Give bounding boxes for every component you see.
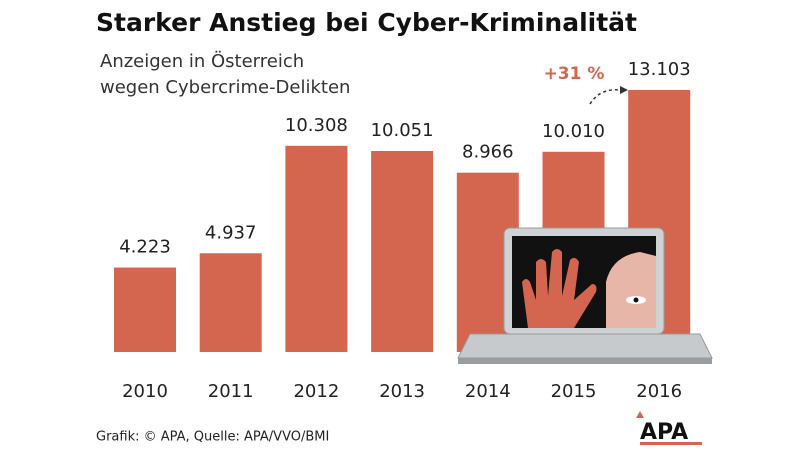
pupil — [633, 297, 639, 303]
x-tick-label: 2012 — [293, 381, 339, 402]
value-label: 8.966 — [462, 142, 514, 163]
value-label: 4.937 — [205, 222, 257, 243]
value-label: 4.223 — [119, 237, 171, 258]
logo: APA — [640, 420, 688, 445]
x-tick-label: 2016 — [636, 381, 682, 402]
bar — [285, 145, 348, 352]
annotation-arrow — [589, 89, 621, 105]
x-tick-label: 2013 — [379, 381, 425, 402]
x-tick-label: 2011 — [208, 381, 254, 402]
face — [606, 252, 656, 328]
bar — [114, 267, 176, 352]
x-tick-label: 2010 — [122, 381, 168, 402]
value-label: 10.051 — [371, 120, 434, 141]
subtitle-line: Anzeigen in Österreich — [100, 50, 304, 72]
bar — [199, 253, 262, 352]
laptop-base — [457, 333, 713, 359]
x-tick-label: 2014 — [465, 381, 511, 402]
laptop-illustration — [457, 227, 713, 364]
bar — [371, 150, 434, 352]
laptop-edge — [458, 358, 712, 364]
value-label: 10.308 — [285, 115, 348, 136]
logo-underline — [640, 442, 702, 445]
arrow-head — [620, 86, 628, 94]
chart-title: Starker Anstieg bei Cyber-Kriminalität — [96, 8, 637, 37]
hand — [522, 249, 597, 328]
source: Grafik: © APA, Quelle: APA/VVO/BMI — [96, 430, 329, 445]
value-label: 10.010 — [542, 121, 605, 142]
subtitle-line: wegen Cybercrime-Delikten — [100, 77, 350, 98]
x-tick-label: 2015 — [551, 381, 597, 402]
logo-mark — [636, 411, 644, 418]
value-label: 13.103 — [628, 59, 691, 80]
annotation: +31 % — [544, 64, 605, 84]
